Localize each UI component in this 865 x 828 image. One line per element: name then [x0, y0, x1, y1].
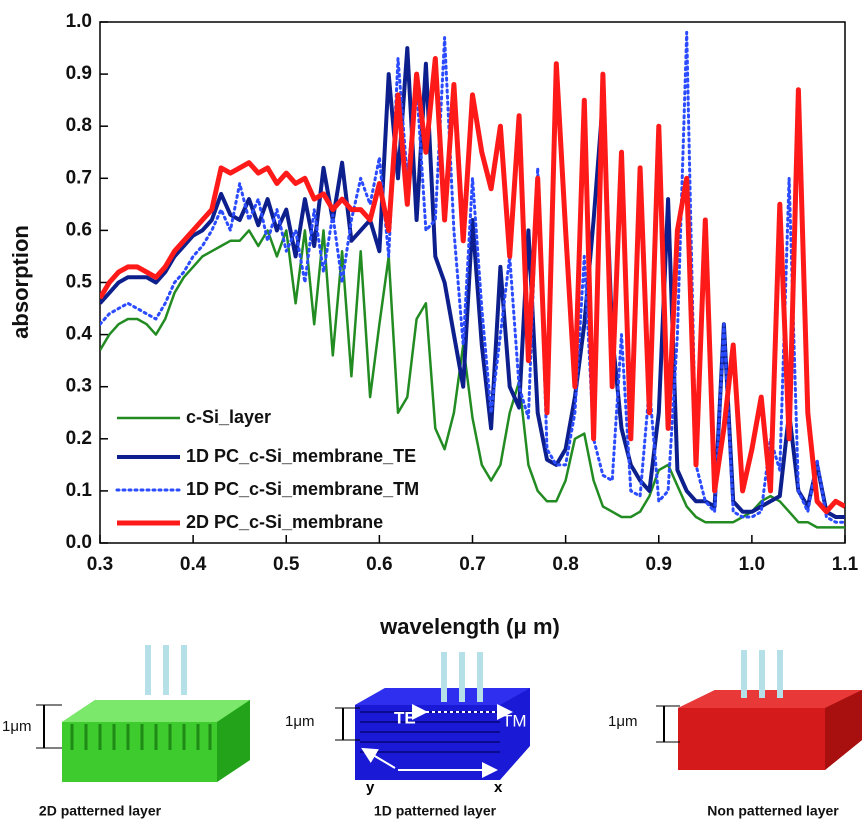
y-tick-label: 0.5 [66, 272, 93, 293]
x-tick-label: 1.0 [739, 554, 765, 575]
diagram-caption: 2D patterned layer [39, 803, 162, 819]
x-tick-label: 1.1 [832, 554, 859, 575]
y-tick-label: 0.2 [66, 428, 92, 449]
y-tick-label: 0.3 [66, 376, 92, 397]
series-line [100, 56, 845, 515]
legend-label: c-Si_layer [186, 407, 271, 427]
y-tick-label: 0.4 [66, 324, 93, 345]
diagram-2d: 1μm 2D patterned layer [2, 645, 250, 819]
x-tick-label: 0.6 [366, 554, 392, 575]
plot-area [100, 30, 845, 529]
y-label: y [366, 779, 375, 796]
x-axis-label: wavelength (μ m) [379, 614, 560, 639]
thickness-label: 1μm [285, 713, 314, 730]
y-tick-label: 0.1 [66, 480, 93, 501]
x-tick-label: 0.4 [180, 554, 207, 575]
y-axis-label: absorption [8, 225, 33, 339]
x-tick-label: 0.5 [273, 554, 300, 575]
te-label: TE [394, 708, 416, 727]
y-tick-label: 1.0 [66, 11, 92, 32]
diagram-caption: 1D patterned layer [374, 803, 497, 819]
diagram-plain: 1μm Non patterned layer [608, 650, 862, 819]
x-label: x [494, 779, 503, 796]
y-tick-label: 0.8 [66, 115, 92, 136]
y-tick-label: 0.7 [66, 167, 92, 188]
legend-label: 2D PC_c-Si_membrane [186, 512, 383, 532]
x-tick-label: 0.8 [552, 554, 578, 575]
diagram-1d: 1μm TE TM y x 1D patterned layer [285, 652, 530, 819]
tm-label: TM [502, 711, 527, 730]
y-tick-label: 0.0 [66, 532, 92, 553]
y-tick-label: 0.6 [66, 219, 92, 240]
series-line [100, 229, 845, 529]
y-tick-label: 0.9 [66, 63, 92, 84]
thickness-label: 1μm [2, 718, 31, 735]
thickness-label: 1μm [608, 713, 637, 730]
x-tick-label: 0.9 [646, 554, 672, 575]
legend-label: 1D PC_c-Si_membrane_TM [186, 479, 419, 499]
diagram-caption: Non patterned layer [707, 803, 839, 819]
series-line [100, 30, 845, 524]
x-tick-label: 0.7 [459, 554, 485, 575]
legend-label: 1D PC_c-Si_membrane_TE [186, 446, 416, 466]
x-tick-label: 0.3 [87, 554, 113, 575]
